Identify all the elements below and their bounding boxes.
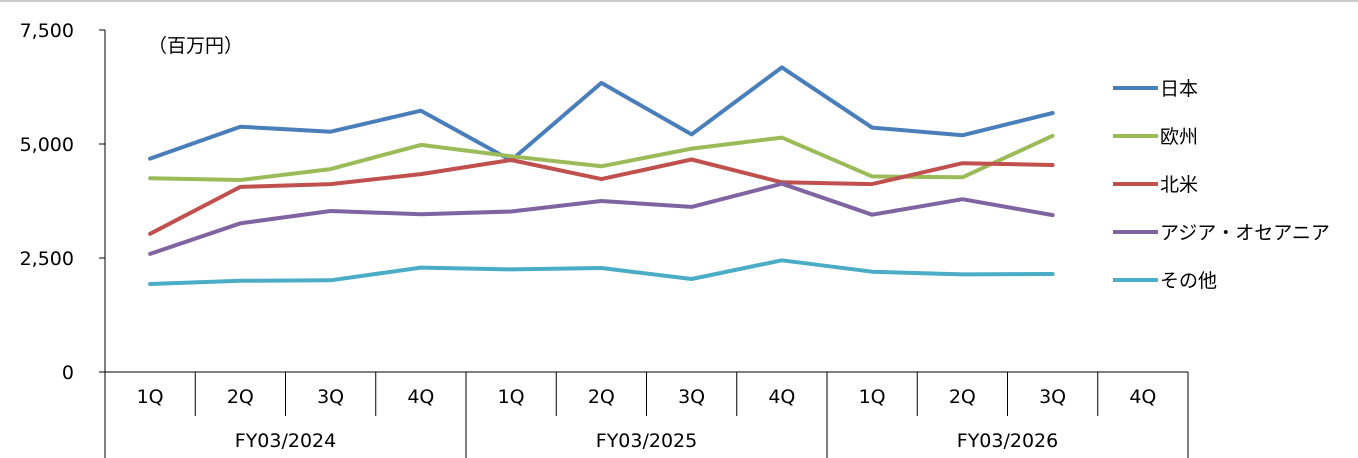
series-line — [148, 258, 1055, 286]
axes: 0 2,500 5,000 7,500 1Q 2Q 3Q 4Q 1Q 2Q 3Q 4Q 1Q 2Q 3Q 4Q… — [20, 20, 1189, 458]
x-tick-label: 2Q — [588, 386, 615, 408]
series-line — [148, 181, 1055, 256]
legend-label: 欧州 — [1160, 126, 1198, 148]
x-tick-label: 2Q — [227, 386, 254, 408]
legend-label: 日本 — [1160, 78, 1198, 100]
unit-label: （百万円） — [148, 35, 243, 57]
x-group-label: FY03/2026 — [957, 430, 1058, 452]
x-tick-label: 3Q — [317, 386, 344, 408]
series-lines — [148, 65, 1055, 286]
x-tick-label: 3Q — [1039, 386, 1066, 408]
legend-label: 北米 — [1160, 174, 1198, 196]
y-tick-label: 2,500 — [20, 248, 74, 270]
legend-label: その他 — [1160, 270, 1217, 292]
y-tick-label: 7,500 — [20, 20, 74, 42]
x-tick-label: 1Q — [859, 386, 886, 408]
series-line — [148, 157, 1055, 236]
x-tick-label: 1Q — [137, 386, 164, 408]
y-tick-label: 0 — [62, 362, 74, 384]
y-tick-label: 5,000 — [20, 134, 74, 156]
x-group-label: FY03/2024 — [235, 430, 336, 452]
x-tick-label: 4Q — [768, 386, 795, 408]
legend-label: アジア・オセアニア — [1160, 222, 1330, 244]
x-tick-label: 3Q — [678, 386, 705, 408]
x-tick-label: 4Q — [407, 386, 434, 408]
x-tick-label: 4Q — [1129, 386, 1156, 408]
x-tick-label: 1Q — [498, 386, 525, 408]
x-tick-label: 2Q — [949, 386, 976, 408]
series-line — [148, 65, 1055, 163]
x-group-label: FY03/2025 — [596, 430, 697, 452]
